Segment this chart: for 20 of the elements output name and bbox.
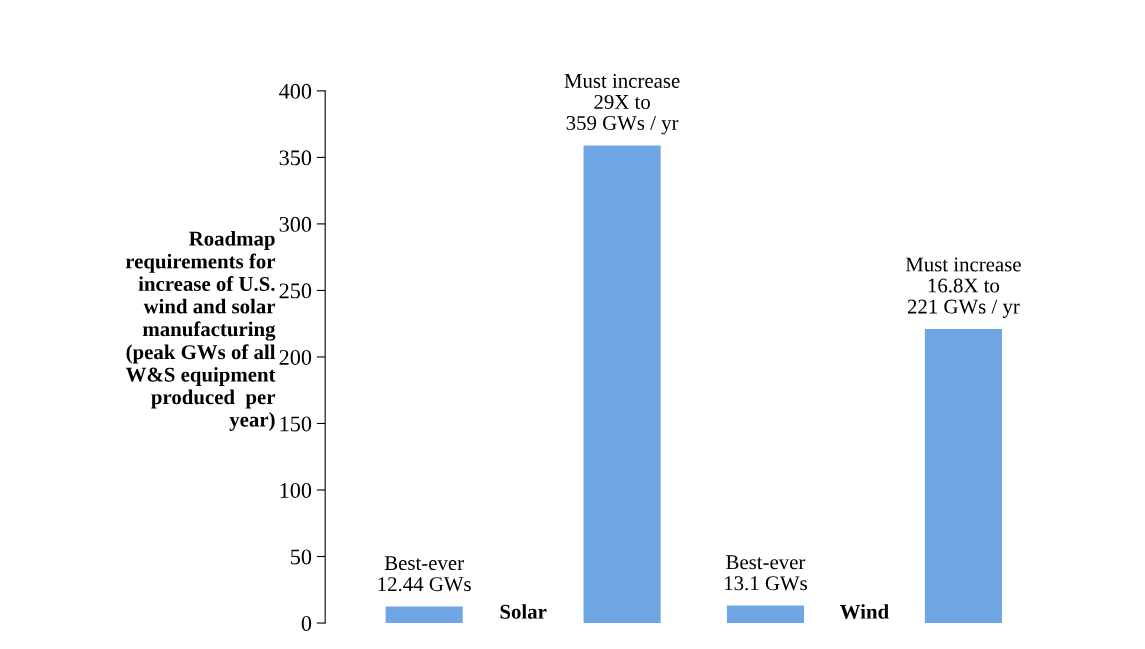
bar [385, 606, 463, 624]
data-label: Best-ever 13.1 GWs [725, 555, 807, 591]
bar [583, 145, 661, 624]
y-tick-label: 150 [280, 416, 312, 432]
y-tick-label: 400 [279, 83, 312, 99]
text: Roadmap requirements for increase of U.S. wind and solar manufacturing (peak GWs of all W&S equipment produced per year) [125, 231, 276, 431]
data-label: Best-ever 12.44 GWs [378, 556, 471, 592]
y-tick-label: 350 [279, 150, 312, 166]
data-label: Must increase 16.8X to 221 GWs / yr [905, 257, 1021, 318]
y-tick-label: 0 [301, 615, 312, 631]
y-tick-label: 200 [279, 349, 312, 365]
bar [726, 605, 805, 624]
y-tick-label: 300 [279, 216, 312, 232]
y-tick-label: 50 [291, 549, 312, 565]
x-tick-label: Solar [500, 604, 547, 619]
bar [924, 329, 1002, 624]
x-tick-label: Wind [840, 604, 889, 619]
data-label: Must increase 29X to 359 GWs / yr [564, 73, 680, 135]
y-tick-label: 100 [280, 482, 312, 498]
y-tick-label: 250 [279, 283, 312, 299]
